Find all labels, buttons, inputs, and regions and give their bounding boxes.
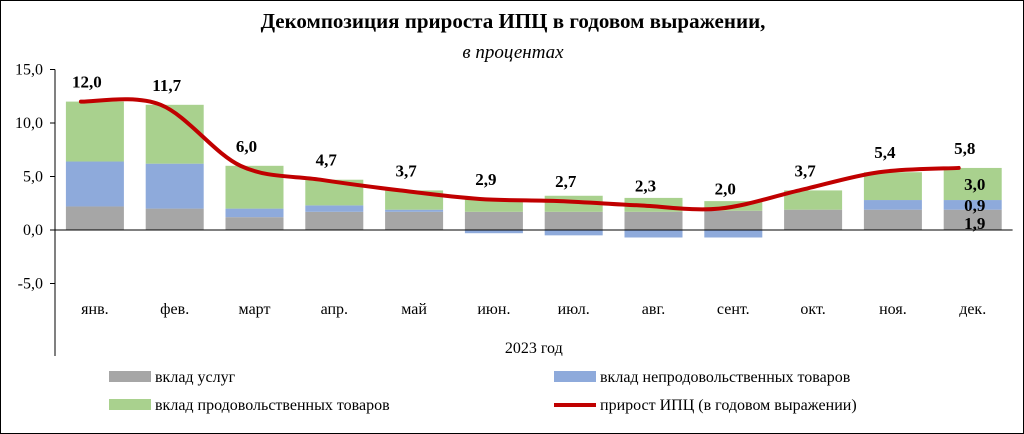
bar-segment	[305, 205, 364, 212]
cpi-value-label: 3,7	[395, 161, 417, 180]
bar-segment	[784, 209, 843, 230]
bar-segment	[464, 198, 523, 212]
bar-segment	[145, 208, 204, 230]
y-tick-label: 10,0	[15, 115, 43, 132]
bar-segment	[863, 209, 922, 230]
cpi-value-label: 5,8	[954, 139, 975, 158]
x-tick-label: март	[239, 301, 271, 318]
bar-segment	[65, 101, 124, 162]
bar-segment	[624, 211, 683, 230]
bar-segment	[544, 230, 603, 236]
bar-segment	[863, 200, 922, 210]
cpi-value-label: 5,4	[874, 143, 896, 162]
cpi-value-label: 2,0	[715, 180, 736, 199]
x-tick-label: янв.	[81, 301, 108, 318]
legend-swatch	[554, 371, 596, 382]
x-tick-label: июн.	[477, 301, 510, 318]
x-axis-label: 2023 год	[505, 340, 563, 357]
bar-segment	[624, 230, 683, 238]
cpi-line	[78, 97, 961, 212]
component-label-nonfood: 0,9	[964, 196, 985, 215]
bar-segment	[225, 208, 284, 218]
legend-label: вклад продовольственных товаров	[155, 397, 390, 414]
x-tick-label: июл.	[558, 301, 590, 318]
cpi-value-label: 6,0	[236, 137, 257, 156]
legend-swatch	[109, 371, 151, 382]
legend-label: вклад непродовольственных товаров	[600, 369, 851, 386]
bar-segment	[385, 211, 444, 230]
cpi-value-label: 11,7	[152, 76, 181, 95]
x-tick-label: май	[401, 301, 427, 318]
bar-segment	[943, 167, 1002, 201]
bar-segment	[145, 163, 204, 209]
bar-segment	[385, 209, 444, 212]
cpi-value-label: 2,9	[475, 170, 496, 189]
x-tick-label: окт.	[800, 301, 825, 318]
bar-segment	[225, 217, 284, 230]
bar-segment	[544, 211, 603, 230]
y-tick-label: -5,0	[18, 276, 43, 293]
cpi-value-label: 4,7	[316, 151, 338, 170]
bar-segment	[863, 172, 922, 201]
cpi-value-label: 2,7	[555, 172, 577, 191]
y-tick-label: 0,0	[23, 222, 43, 239]
x-tick-label: дек.	[959, 301, 986, 318]
bar-segment	[305, 211, 364, 230]
component-label-food: 3,0	[964, 175, 985, 194]
bar-segment	[704, 210, 763, 230]
legend-swatch	[109, 399, 151, 410]
x-tick-label: авг.	[642, 301, 665, 318]
x-tick-label: фев.	[160, 301, 189, 318]
cpi-value-label: 12,0	[72, 73, 102, 92]
bar-segment	[464, 211, 523, 230]
bar-segment	[784, 190, 843, 210]
x-tick-label: ноя.	[879, 301, 907, 318]
y-tick-label: 5,0	[23, 169, 43, 186]
bar-segment	[943, 209, 1002, 230]
bar-segment	[65, 161, 124, 207]
bar-segment	[704, 230, 763, 238]
bar-segment	[943, 200, 1002, 210]
cpi-value-label: 3,7	[794, 161, 816, 180]
x-tick-label: апр.	[321, 301, 348, 318]
chart-title: Декомпозиция прироста ИПЦ в годовом выра…	[260, 9, 766, 33]
x-tick-label: сент.	[717, 301, 750, 318]
cpi-value-label: 2,3	[635, 176, 656, 195]
y-tick-label: 15,0	[15, 62, 43, 79]
legend-label: прирост ИПЦ (в годовом выражении)	[600, 397, 857, 414]
component-label-services: 1,9	[964, 214, 985, 233]
legend-label: вклад услуг	[155, 369, 236, 386]
chart-subtitle: в процентах	[462, 42, 564, 63]
bar-segment	[464, 230, 523, 234]
bar-segment	[65, 206, 124, 230]
